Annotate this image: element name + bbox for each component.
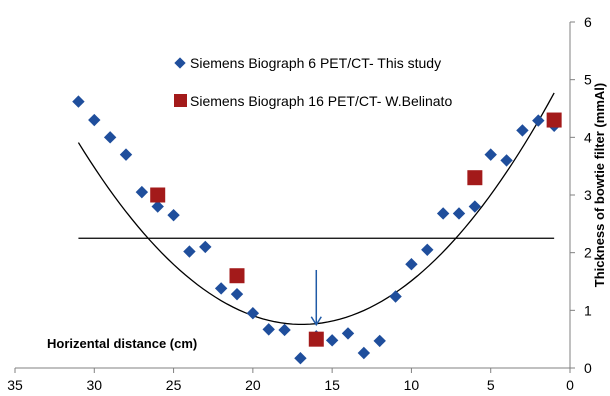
data-point-diamond	[278, 324, 290, 336]
data-point-square	[547, 113, 562, 128]
x-axis-ticks: 35 30 25 20 15 10 5 0	[7, 368, 574, 393]
y-tick-label: 0	[584, 360, 592, 376]
data-point-diamond	[453, 207, 465, 219]
data-point-diamond	[294, 352, 306, 364]
x-tick-label: 5	[487, 377, 495, 393]
minimum-arrow	[311, 270, 321, 325]
data-point-square	[230, 268, 245, 283]
data-point-square	[309, 332, 324, 347]
data-point-diamond	[516, 124, 528, 136]
x-tick-label: 10	[404, 377, 420, 393]
legend-item-this-study: Siemens Biograph 6 PET/CT- This study	[174, 55, 441, 71]
y-tick-label: 6	[584, 14, 592, 30]
legend-label-this-study: Siemens Biograph 6 PET/CT- This study	[190, 55, 441, 71]
data-point-diamond	[167, 209, 179, 221]
series-belinato	[150, 113, 561, 347]
legend-square-marker	[174, 94, 187, 107]
data-point-diamond	[326, 334, 338, 346]
data-point-diamond	[231, 288, 243, 300]
legend-item-belinato: Siemens Biograph 16 PET/CT- W.Belinato	[174, 93, 452, 109]
data-point-diamond	[215, 282, 227, 294]
data-point-diamond	[485, 148, 497, 160]
x-tick-label: 35	[7, 377, 23, 393]
legend-diamond-marker	[174, 57, 185, 68]
data-point-diamond	[532, 114, 544, 126]
data-point-diamond	[437, 207, 449, 219]
x-tick-label: 30	[86, 377, 102, 393]
data-point-diamond	[72, 95, 84, 107]
data-point-diamond	[136, 186, 148, 198]
data-point-diamond	[405, 258, 417, 270]
x-tick-label: 0	[566, 377, 574, 393]
legend: Siemens Biograph 6 PET/CT- This study Si…	[174, 55, 452, 109]
data-point-square	[150, 188, 165, 203]
data-point-diamond	[374, 335, 386, 347]
y-tick-label: 4	[584, 129, 592, 145]
y-tick-label: 5	[584, 72, 592, 88]
data-point-diamond	[389, 290, 401, 302]
x-tick-label: 20	[245, 377, 261, 393]
data-point-diamond	[88, 114, 100, 126]
data-point-diamond	[263, 323, 275, 335]
y-tick-label: 1	[584, 302, 592, 318]
data-point-diamond	[342, 327, 354, 339]
x-tick-label: 15	[324, 377, 340, 393]
legend-label-belinato: Siemens Biograph 16 PET/CT- W.Belinato	[190, 93, 452, 109]
y-axis-ticks: 0 1 2 3 4 5 6	[570, 14, 592, 376]
data-point-diamond	[358, 347, 370, 359]
data-point-diamond	[199, 241, 211, 253]
x-tick-label: 25	[166, 377, 182, 393]
data-point-square	[467, 170, 482, 185]
data-point-diamond	[183, 245, 195, 257]
data-point-diamond	[104, 131, 116, 143]
y-tick-label: 3	[584, 187, 592, 203]
y-tick-label: 2	[584, 245, 592, 261]
y-axis-title: Thickness of bowtie filter (mmAl)	[592, 83, 607, 287]
data-point-diamond	[120, 148, 132, 160]
horizontal-distance-label: Horizental distance (cm)	[47, 336, 197, 351]
data-point-diamond	[421, 244, 433, 256]
